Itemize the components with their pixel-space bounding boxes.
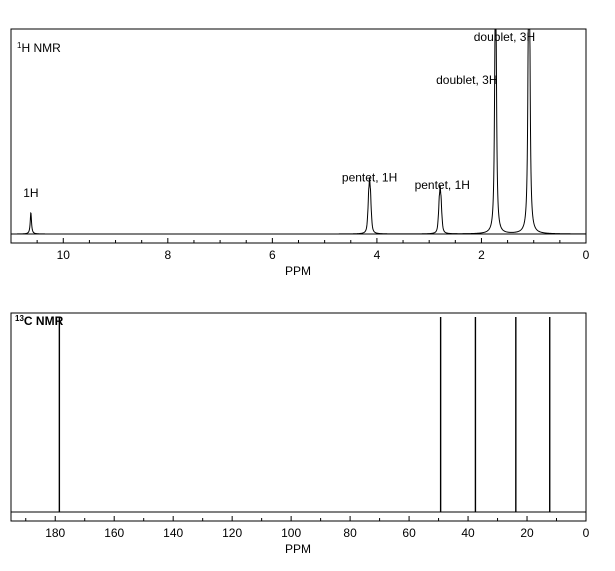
x-tick-label: 2 bbox=[478, 248, 485, 262]
x-tick-label: 100 bbox=[281, 526, 301, 540]
peak-annotation: doublet, 3H bbox=[436, 73, 497, 87]
h-nmr-title-superscript: 1 bbox=[17, 41, 22, 50]
x-tick-label: 120 bbox=[222, 526, 242, 540]
peak-annotation: pentet, 1H bbox=[342, 170, 397, 184]
x-tick-label: 40 bbox=[461, 526, 475, 540]
x-tick-label: 8 bbox=[164, 248, 171, 262]
h-nmr-plot-frame bbox=[10, 28, 587, 244]
x-tick-label: 180 bbox=[45, 526, 65, 540]
c-nmr-title-main: C NMR bbox=[24, 314, 64, 328]
x-tick-label: 4 bbox=[374, 248, 381, 262]
c-nmr-peaks bbox=[58, 317, 551, 512]
x-tick-label: 0 bbox=[583, 248, 590, 262]
c-nmr-plot-frame bbox=[10, 312, 587, 522]
h-nmr-title-main: H NMR bbox=[21, 41, 61, 55]
x-tick-label: 6 bbox=[269, 248, 276, 262]
x-tick-label: 60 bbox=[402, 526, 416, 540]
x-tick-label: 10 bbox=[57, 248, 71, 262]
h-nmr-panel-title: 1H NMR bbox=[17, 41, 61, 55]
peak-annotation: pentet, 1H bbox=[415, 178, 470, 192]
c-nmr-panel-title: 13C NMR bbox=[15, 314, 64, 328]
peak-annotation: 1H bbox=[23, 186, 38, 200]
h-nmr-panel: 1H NMR 10 8 6 4 2 0 1H pentet, 1H pentet, 1H dou… bbox=[10, 28, 590, 278]
h-nmr-annotations: 1H pentet, 1H pentet, 1H doublet, 3H doublet… bbox=[23, 30, 535, 200]
h-nmr-spectrum-line bbox=[11, 28, 586, 235]
peak-annotation: doublet, 3H bbox=[474, 30, 535, 44]
x-tick-label: 20 bbox=[520, 526, 534, 540]
x-tick-label: 0 bbox=[583, 526, 590, 540]
c-nmr-panel: 13C NMR 180 160 140 120 100 80 60 40 20 0 PPM bbox=[10, 312, 590, 556]
c-nmr-title-superscript: 13 bbox=[15, 314, 24, 323]
x-tick-label: 160 bbox=[104, 526, 124, 540]
h-nmr-x-axis: 10 8 6 4 2 0 bbox=[10, 238, 590, 262]
x-tick-label: 80 bbox=[343, 526, 357, 540]
c-nmr-x-axis-title: PPM bbox=[285, 542, 311, 556]
h-nmr-x-axis-title: PPM bbox=[285, 264, 311, 278]
c-nmr-x-axis: 180 160 140 120 100 80 60 40 20 0 bbox=[25, 516, 590, 540]
x-tick-label: 140 bbox=[163, 526, 183, 540]
